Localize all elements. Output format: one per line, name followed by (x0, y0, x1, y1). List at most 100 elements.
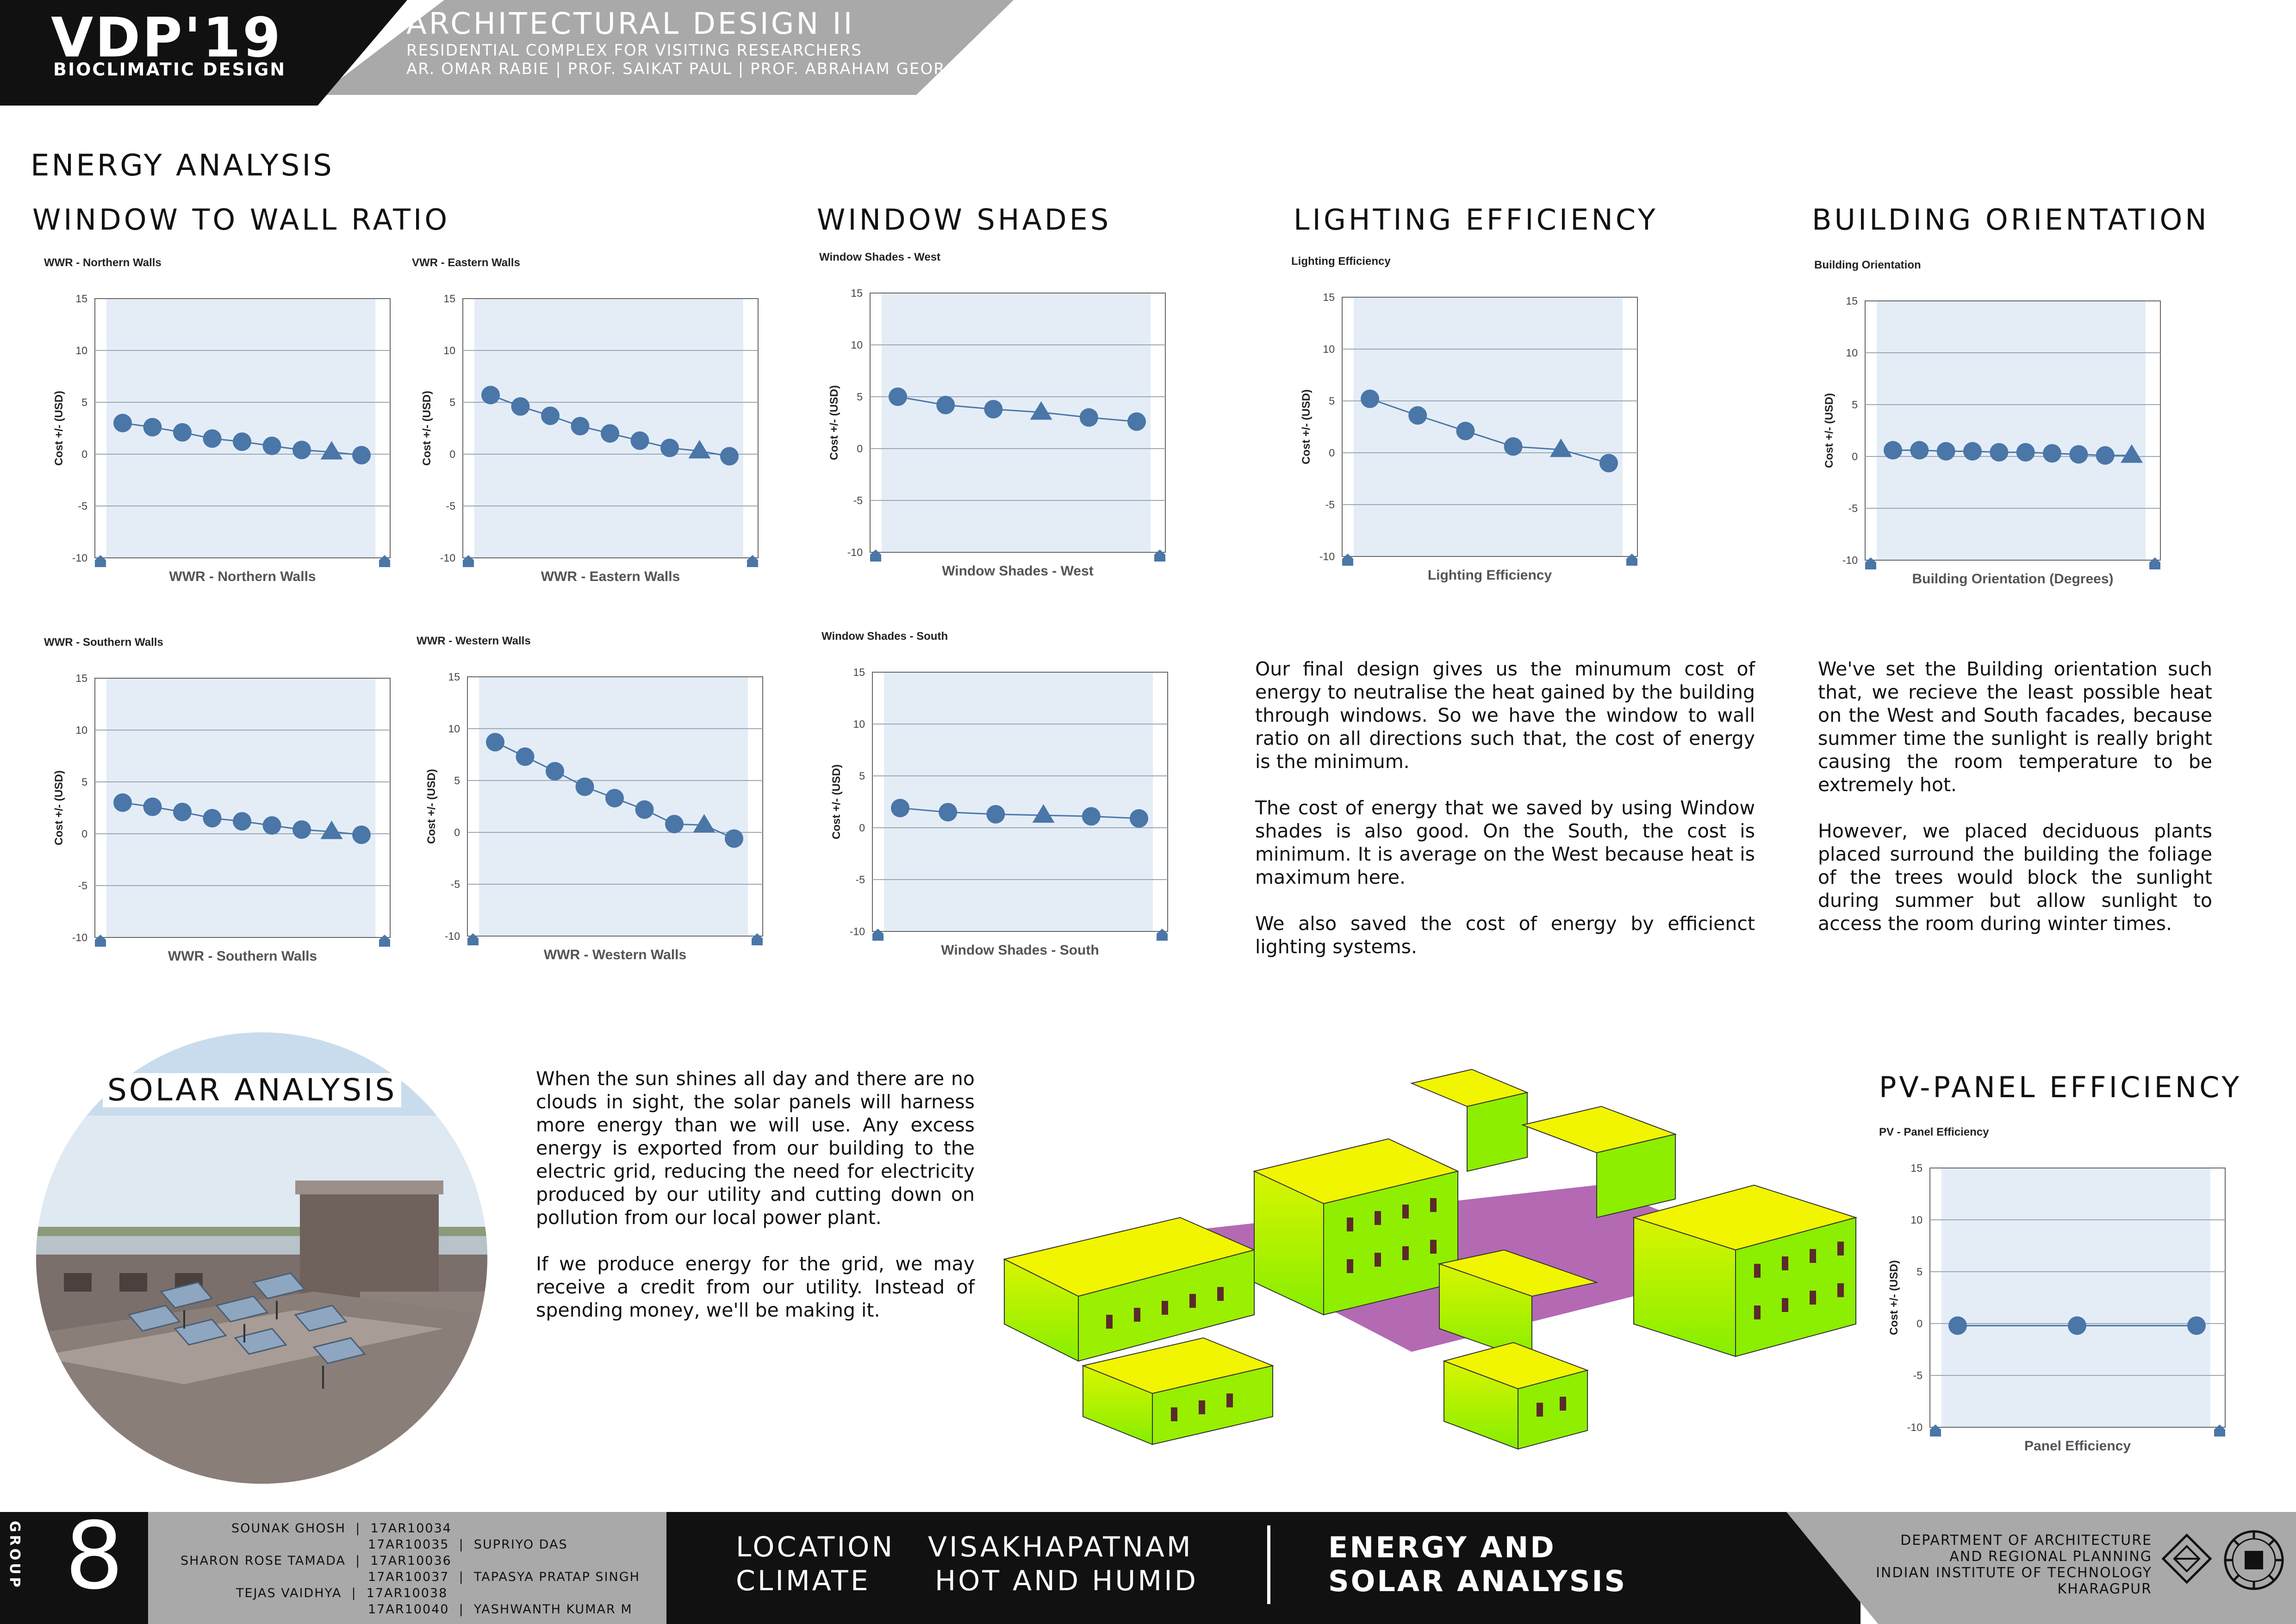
data-point (605, 789, 624, 808)
dept-line: DEPARTMENT OF ARCHITECTURE (1900, 1532, 2152, 1549)
y-tick-label: -5 (78, 500, 87, 512)
y-tick-label: 0 (1329, 447, 1335, 459)
data-point (292, 441, 311, 460)
logo-text: VDP'19 (51, 6, 283, 69)
y-tick-label: 15 (1910, 1162, 1923, 1174)
data-point (203, 429, 222, 448)
chart-svg: Window Shades - South 15 10 5 0 -5 -10 Cost +/-… (821, 630, 1168, 958)
y-tick-label: 0 (81, 828, 87, 840)
y-tick-label: -5 (451, 878, 460, 890)
chart-title: PV - Panel Efficiency (1879, 1126, 1989, 1138)
y-tick-label: 15 (443, 293, 455, 305)
axis-handle-icon (872, 929, 884, 941)
y-axis-label: Cost +/- (USD) (421, 391, 433, 466)
data-point (203, 809, 222, 828)
logo-subtitle: BIOCLIMATIC DESIGN (53, 59, 286, 80)
y-axis-label: Cost +/- (USD) (1300, 389, 1313, 464)
chart-svg: WWR - Western Walls 15 10 5 0 -5 -10 Cost +/- (… (417, 635, 763, 962)
data-point (262, 816, 281, 835)
y-tick-label: 0 (449, 448, 455, 460)
data-point-triangle (1032, 804, 1055, 823)
chart-svg: Window Shades - West 15 10 5 0 -5 -10 Cost +/- … (819, 251, 1166, 579)
y-tick-label: -5 (1848, 502, 1858, 514)
data-point (2016, 443, 2035, 462)
y-tick-label: 10 (853, 718, 865, 730)
x-axis-label: WWR - Eastern Walls (541, 569, 680, 584)
y-tick-label: 10 (1910, 1214, 1923, 1226)
data-point (233, 812, 251, 831)
dept-line: KHARAGPUR (2057, 1581, 2152, 1597)
chart-svg: Building Orientation 15 10 5 0 -5 -10 Cost +/- … (1814, 259, 2161, 587)
lighting-text-block: Our final design gives us the minumum co… (1255, 657, 1755, 958)
data-point (2068, 1316, 2086, 1335)
data-point (486, 733, 504, 752)
paragraph: Our final design gives us the minumum co… (1255, 658, 1755, 773)
data-point (1130, 809, 1148, 828)
paragraph: The cost of energy that we saved by usin… (1255, 797, 1755, 888)
y-tick-label: 5 (1916, 1266, 1923, 1278)
data-point (143, 797, 162, 816)
y-tick-label: 10 (443, 344, 455, 356)
y-tick-label: -5 (1913, 1369, 1923, 1381)
member-line: SHARON ROSE TAMADA | 17AR10036 (180, 1554, 452, 1568)
group-number: 8 (65, 1502, 124, 1610)
data-point (546, 762, 564, 781)
faculty-names: AR. OMAR RABIE | PROF. SAIKAT PAUL | PRO… (406, 60, 970, 78)
data-point (1127, 412, 1146, 431)
group-label: GROUP (6, 1521, 23, 1590)
chart-svg: WWR - Northern Walls 15 10 5 0 -5 -10 Cost +/- … (44, 256, 391, 584)
iit-kgp-seal-icon (2221, 1528, 2286, 1593)
data-point (143, 418, 162, 437)
climate-value: HOT AND HUMID (935, 1565, 1198, 1597)
y-tick-label: 5 (81, 776, 87, 788)
y-tick-label: 15 (851, 287, 863, 299)
axis-handle-icon (467, 933, 479, 945)
y-tick-label: 0 (81, 448, 87, 460)
x-axis-label: WWR - Northern Walls (169, 569, 316, 584)
member-line: 17AR10037 | TAPASYA PRATAP SINGH (368, 1570, 640, 1584)
data-point (635, 800, 654, 819)
plot-shade (1354, 298, 1623, 556)
y-tick-label: -5 (856, 874, 865, 886)
chart-title: WWR - Western Walls (417, 635, 531, 647)
solar-text-block: When the sun shines all day and there ar… (536, 1067, 975, 1322)
y-tick-label: 10 (1846, 347, 1858, 359)
data-point-triangle (1030, 401, 1052, 420)
climate-label: CLIMATE (736, 1565, 871, 1597)
y-tick-label: 0 (1916, 1318, 1923, 1330)
y-tick-label: -5 (78, 880, 87, 892)
y-tick-label: -5 (1325, 499, 1335, 511)
y-tick-label: 15 (448, 671, 460, 683)
paragraph: When the sun shines all day and there ar… (536, 1068, 975, 1229)
y-tick-label: 0 (859, 822, 865, 834)
data-point (1361, 389, 1379, 408)
data-point-triangle (320, 441, 343, 460)
data-point (1948, 1316, 1967, 1335)
data-point (891, 799, 909, 818)
axis-handle-icon (379, 935, 390, 947)
header-grey-band (319, 0, 1014, 95)
data-point (173, 423, 192, 442)
building-orientation-heading: BUILDING ORIENTATION (1812, 203, 2209, 237)
data-point (352, 825, 371, 844)
dept-line: AND REGIONAL PLANNING (1949, 1549, 2152, 1565)
data-point (984, 400, 1003, 418)
axis-handle-icon (379, 555, 390, 567)
y-tick-label: -10 (1907, 1421, 1923, 1433)
chart-wwr-eastern: VWR - Eastern Walls 15 10 5 0 -5 -10 Cost +/- (… (412, 252, 764, 611)
data-point (292, 820, 311, 839)
dept-line: INDIAN INSTITUTE OF TECHNOLOGY (1876, 1565, 2152, 1581)
data-point (1504, 437, 1523, 456)
axis-handle-icon (1342, 554, 1353, 566)
chart-title: WWR - Southern Walls (44, 636, 163, 649)
y-tick-label: 10 (851, 339, 863, 351)
paragraph: If we produce energy for the grid, we ma… (536, 1253, 975, 1321)
plot-shade (882, 294, 1151, 552)
data-point (1456, 421, 1475, 440)
data-point (541, 406, 560, 425)
y-tick-label: -10 (440, 552, 455, 564)
data-point (2096, 446, 2115, 465)
y-tick-label: 10 (75, 344, 87, 356)
data-point (1936, 442, 1955, 461)
chart-title: WWR - Northern Walls (44, 256, 162, 269)
